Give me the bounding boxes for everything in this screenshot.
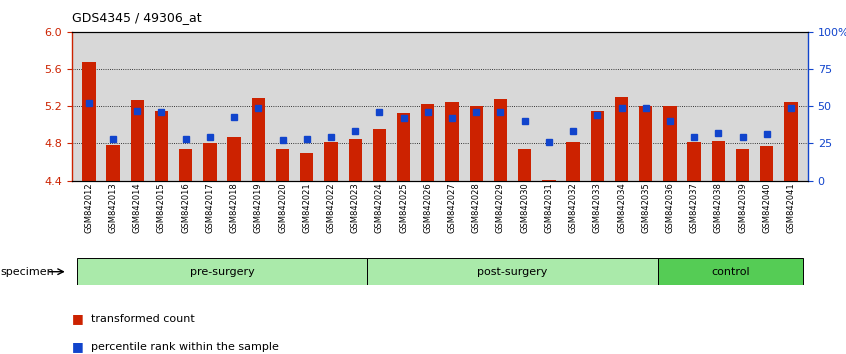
Bar [760,146,773,181]
Text: ■: ■ [72,341,84,353]
Bar [591,111,604,181]
Bar [179,149,192,181]
Bar [615,97,629,181]
Bar [711,141,725,181]
Bar [77,258,367,285]
Bar [367,258,658,285]
Bar [349,139,362,181]
Bar [228,137,241,181]
Bar [658,258,803,285]
Text: ■: ■ [72,312,84,325]
Bar [324,142,338,181]
Bar [397,113,410,181]
Bar [155,111,168,181]
Bar [639,106,652,181]
Bar [784,102,798,181]
Bar [688,142,700,181]
Bar [373,130,386,181]
Bar [421,104,435,181]
Bar [736,149,750,181]
Text: post-surgery: post-surgery [477,267,547,277]
Bar [107,145,120,181]
Bar [445,102,459,181]
Bar [470,106,483,181]
Bar [567,142,580,181]
Bar [542,179,556,181]
Text: specimen: specimen [1,267,55,277]
Text: percentile rank within the sample: percentile rank within the sample [91,342,278,352]
Text: transformed count: transformed count [91,314,195,324]
Bar [82,62,96,181]
Bar [300,153,313,181]
Bar [203,143,217,181]
Bar [276,149,289,181]
Bar [663,106,677,181]
Text: control: control [711,267,750,277]
Bar [251,98,265,181]
Text: GDS4345 / 49306_at: GDS4345 / 49306_at [72,11,201,24]
Bar [494,99,507,181]
Bar [518,149,531,181]
Bar [130,100,144,181]
Text: pre-surgery: pre-surgery [190,267,255,277]
